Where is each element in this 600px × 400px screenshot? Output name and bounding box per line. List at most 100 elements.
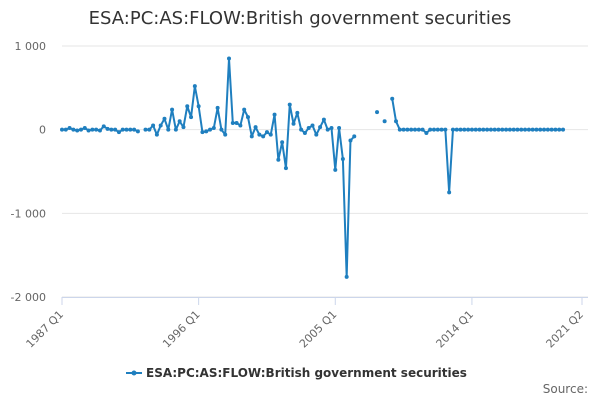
- legend-point-marker: [131, 370, 137, 376]
- data-point: [473, 127, 478, 132]
- data-point: [253, 125, 258, 130]
- data-point: [302, 131, 307, 136]
- data-point: [166, 127, 171, 132]
- data-point: [526, 127, 531, 132]
- data-point: [545, 127, 550, 132]
- data-point: [542, 127, 547, 132]
- x-tick-label: 1987 Q1: [24, 308, 67, 351]
- data-point: [424, 131, 429, 136]
- data-point: [147, 127, 152, 132]
- x-tick-label: 2005 Q1: [297, 308, 340, 351]
- data-point: [215, 105, 220, 110]
- data-point: [151, 123, 156, 128]
- grid-lines: [62, 45, 588, 298]
- x-axis: 1987 Q1 1996 Q1 2005 Q1 2014 Q1 2021 Q2: [24, 297, 588, 350]
- data-point: [132, 127, 137, 132]
- data-point: [557, 127, 562, 132]
- data-point: [128, 127, 133, 132]
- data-point: [538, 127, 543, 132]
- data-point: [204, 129, 209, 134]
- data-point: [435, 127, 440, 132]
- data-point: [401, 127, 406, 132]
- data-point: [60, 127, 64, 132]
- data-point: [397, 127, 402, 132]
- data-point: [242, 107, 247, 112]
- data-point: [154, 132, 159, 137]
- data-point: [211, 125, 216, 130]
- data-point: [439, 127, 444, 132]
- data-point: [249, 134, 254, 139]
- data-point: [458, 127, 463, 132]
- data-point: [287, 102, 292, 107]
- data-point: [234, 120, 239, 125]
- data-point: [500, 127, 505, 132]
- data-point: [352, 134, 357, 139]
- y-axis-ticks: 1 000 0 -1 000 -2 000: [11, 40, 46, 304]
- data-point: [375, 110, 380, 115]
- data-point: [120, 127, 125, 132]
- data-point: [481, 127, 486, 132]
- data-point: [299, 127, 304, 132]
- data-point: [333, 167, 338, 172]
- data-point: [63, 127, 68, 132]
- data-point: [492, 127, 497, 132]
- data-point: [462, 127, 467, 132]
- data-point: [162, 116, 167, 121]
- data-point: [124, 127, 129, 132]
- data-point: [238, 123, 243, 128]
- data-point: [181, 125, 186, 130]
- data-point: [75, 128, 80, 133]
- data-point: [283, 166, 288, 171]
- data-point: [280, 140, 285, 145]
- data-point: [116, 130, 121, 135]
- data-point: [504, 127, 509, 132]
- data-point: [78, 127, 83, 132]
- data-point: [101, 124, 106, 129]
- data-point: [325, 127, 330, 132]
- data-point: [348, 138, 353, 143]
- data-point: [344, 274, 349, 279]
- data-point: [306, 125, 311, 130]
- data-point: [394, 119, 399, 124]
- data-point: [553, 127, 558, 132]
- data-point: [94, 127, 99, 132]
- data-point: [223, 132, 228, 137]
- data-point: [86, 128, 91, 133]
- x-tick-label: 1996 Q1: [160, 308, 203, 351]
- data-point: [227, 56, 232, 61]
- data-point: [420, 127, 425, 132]
- data-point: [310, 123, 315, 128]
- x-tick-label: 2014 Q1: [434, 308, 477, 351]
- data-point: [507, 127, 512, 132]
- data-point: [450, 127, 455, 132]
- y-tick-label: -2 000: [11, 291, 46, 304]
- data-point: [561, 127, 566, 132]
- data-point: [71, 127, 76, 132]
- legend[interactable]: ESA:PC:AS:FLOW:British government securi…: [126, 366, 467, 380]
- data-point: [340, 156, 345, 161]
- x-tick-label: 2021 Q2: [544, 308, 587, 351]
- data-point: [390, 96, 395, 101]
- data-point: [192, 84, 197, 89]
- data-point: [264, 130, 269, 135]
- data-point: [447, 190, 452, 195]
- legend-label: ESA:PC:AS:FLOW:British government securi…: [146, 366, 467, 380]
- data-point: [549, 127, 554, 132]
- data-point: [219, 127, 224, 132]
- credits: Source:: [543, 382, 588, 396]
- data-point: [416, 127, 421, 132]
- data-point: [485, 127, 490, 132]
- data-point: [466, 127, 471, 132]
- data-point: [488, 127, 493, 132]
- data-point: [454, 127, 459, 132]
- data-point: [329, 125, 334, 130]
- data-point: [519, 127, 524, 132]
- data-point: [477, 127, 482, 132]
- data-point: [208, 127, 213, 132]
- y-tick-label: 0: [39, 124, 46, 137]
- y-tick-label: 1 000: [15, 40, 47, 53]
- data-point: [405, 127, 410, 132]
- data-point: [135, 129, 140, 134]
- data-point: [97, 128, 102, 133]
